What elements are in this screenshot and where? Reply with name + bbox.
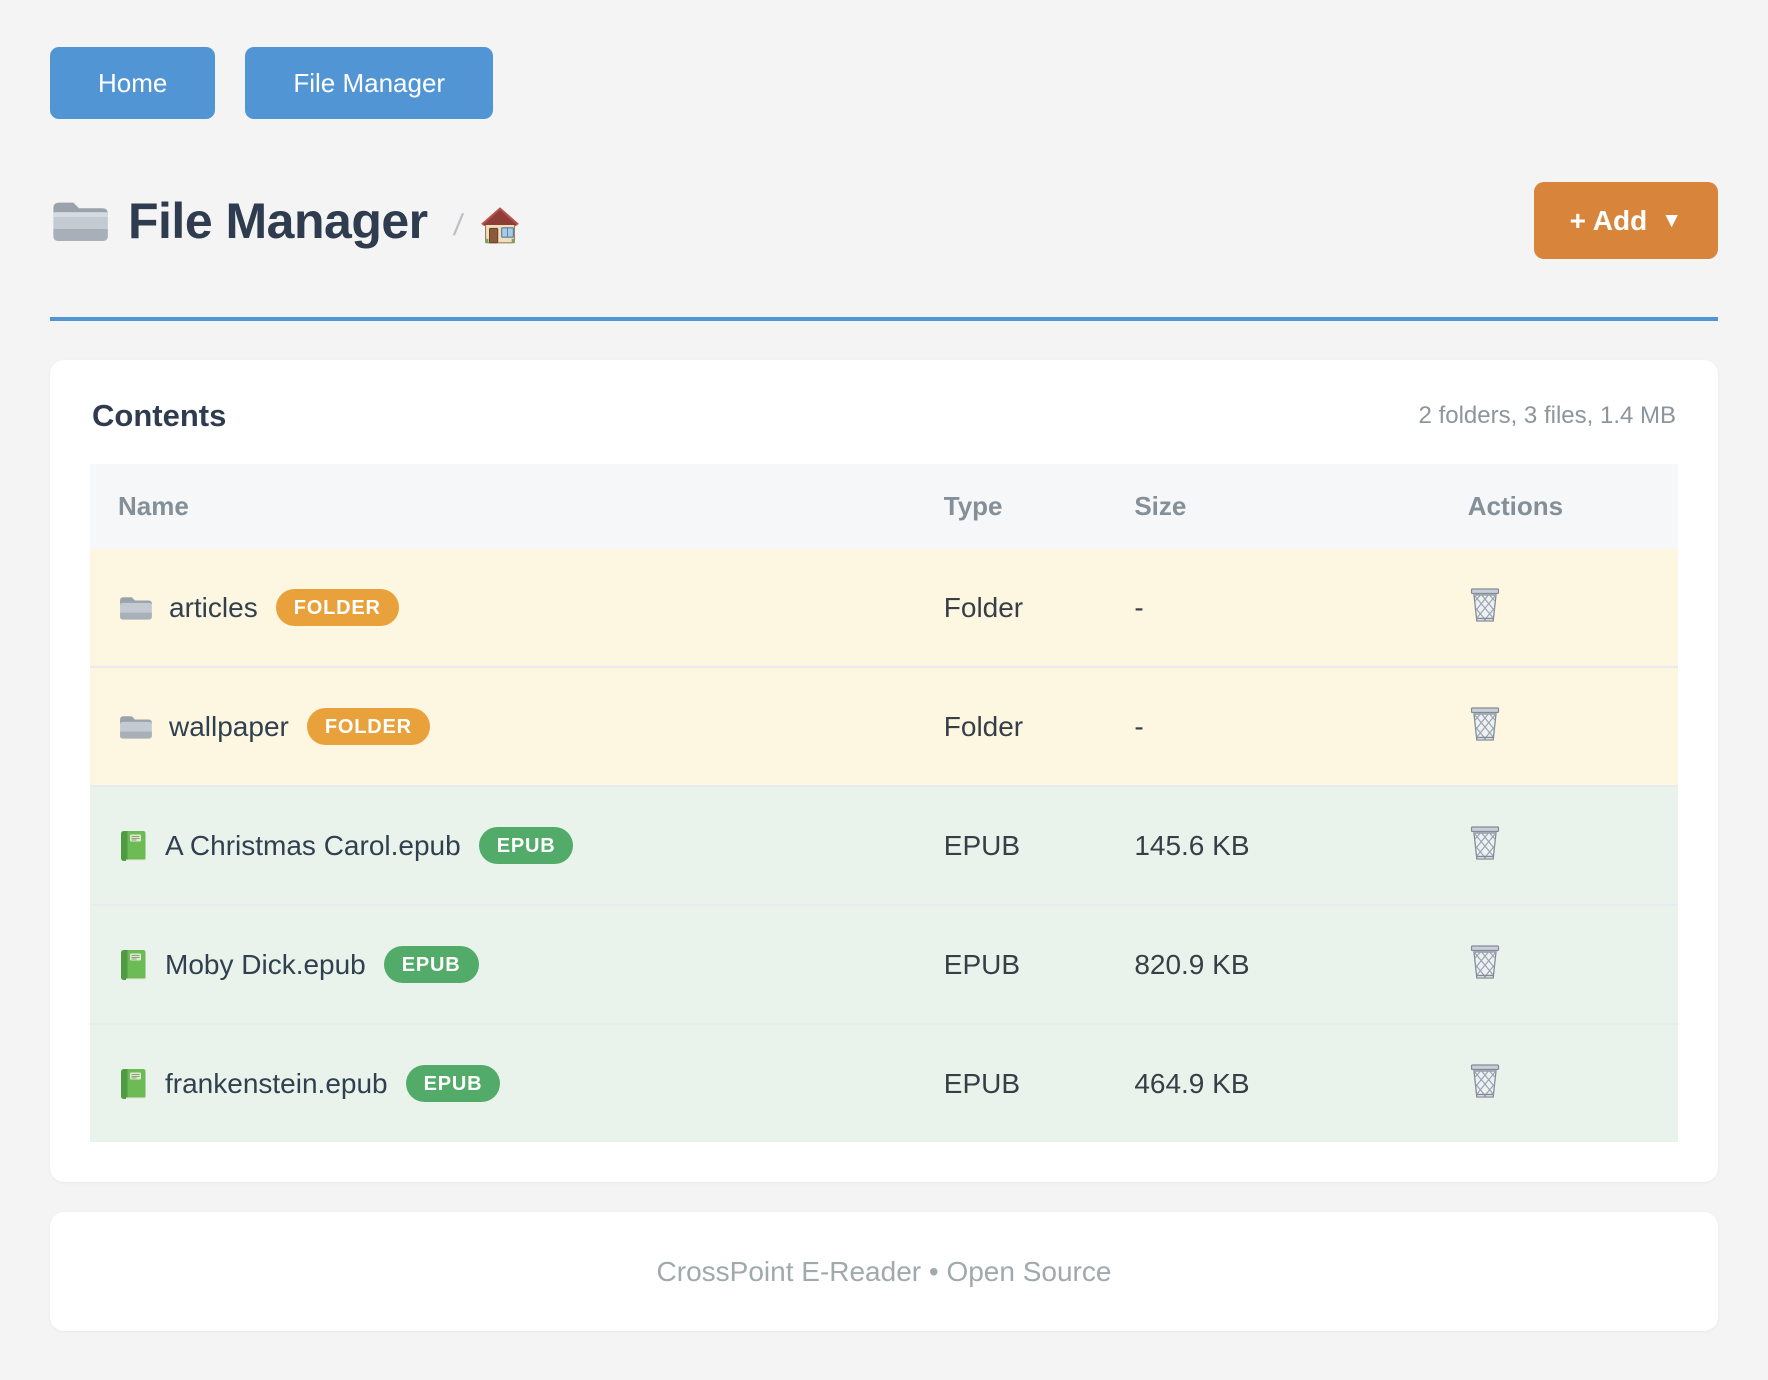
size-cell: 145.6 KB [1134, 829, 1250, 861]
file-name[interactable]: wallpaper [169, 710, 289, 742]
book-icon [118, 1067, 148, 1101]
type-cell: Folder [943, 710, 1024, 742]
table-row-moby-dick[interactable]: Moby Dick.epub EPUB EPUB 820.9 KB [90, 905, 1678, 1024]
file-name[interactable]: Moby Dick.epub [165, 948, 366, 980]
folder-icon [118, 713, 152, 741]
footer-text: CrossPoint E-Reader • Open Source [656, 1255, 1112, 1287]
folder-badge: FOLDER [275, 589, 399, 626]
type-cell: EPUB [943, 948, 1021, 980]
size-cell: - [1134, 591, 1144, 623]
column-header-type[interactable]: Type [943, 491, 1003, 521]
nav-file-manager-button[interactable]: File Manager [245, 47, 494, 119]
column-header-actions: Actions [1467, 491, 1564, 521]
page-header: File Manager / + Add ▼ [50, 182, 1718, 259]
caret-down-icon: ▼ [1661, 208, 1682, 232]
book-icon [118, 948, 148, 982]
delete-button[interactable] [1468, 704, 1502, 742]
folder-icon [50, 197, 108, 245]
epub-badge: EPUB [405, 1065, 501, 1102]
delete-button[interactable] [1468, 1061, 1502, 1099]
file-name[interactable]: A Christmas Carol.epub [165, 829, 461, 861]
top-nav: Home File Manager [50, 47, 1718, 119]
delete-button[interactable] [1468, 942, 1502, 980]
contents-heading: Contents [92, 398, 227, 433]
header-divider [50, 317, 1718, 321]
add-button-label: + Add [1569, 204, 1648, 236]
type-cell: Folder [943, 591, 1024, 623]
size-cell: 820.9 KB [1134, 948, 1250, 980]
table-row-articles[interactable]: articles FOLDER Folder - [90, 549, 1678, 667]
book-icon [118, 829, 148, 863]
table-row-christmas-carol[interactable]: A Christmas Carol.epub EPUB EPUB 145.6 K… [90, 786, 1678, 905]
contents-card: Contents 2 folders, 3 files, 1.4 MB Name… [50, 360, 1718, 1182]
size-cell: 464.9 KB [1134, 1067, 1250, 1099]
table-header-row: Name Type Size Actions [90, 464, 1678, 549]
epub-badge: EPUB [478, 827, 574, 864]
column-header-size[interactable]: Size [1134, 491, 1187, 521]
nav-home-button[interactable]: Home [50, 47, 216, 119]
home-icon[interactable] [480, 206, 520, 244]
type-cell: EPUB [943, 1067, 1021, 1099]
table-row-frankenstein[interactable]: frankenstein.epub EPUB EPUB 464.9 KB [90, 1024, 1678, 1142]
epub-badge: EPUB [383, 946, 479, 983]
add-button[interactable]: + Add ▼ [1533, 182, 1718, 259]
table-row-wallpaper[interactable]: wallpaper FOLDER Folder - [90, 667, 1678, 786]
file-name[interactable]: frankenstein.epub [165, 1067, 388, 1099]
type-cell: EPUB [943, 829, 1021, 861]
folder-icon [118, 594, 152, 622]
folder-badge: FOLDER [306, 708, 430, 745]
file-table: Name Type Size Actions [90, 464, 1678, 1142]
file-name[interactable]: articles [169, 591, 258, 623]
column-header-name[interactable]: Name [118, 491, 189, 521]
breadcrumb-separator: / [451, 208, 465, 242]
delete-button[interactable] [1468, 585, 1502, 623]
page-title: File Manager [128, 192, 428, 249]
footer-card: CrossPoint E-Reader • Open Source [50, 1212, 1718, 1331]
delete-button[interactable] [1468, 823, 1502, 861]
contents-summary: 2 folders, 3 files, 1.4 MB [1418, 402, 1676, 429]
size-cell: - [1134, 710, 1144, 742]
